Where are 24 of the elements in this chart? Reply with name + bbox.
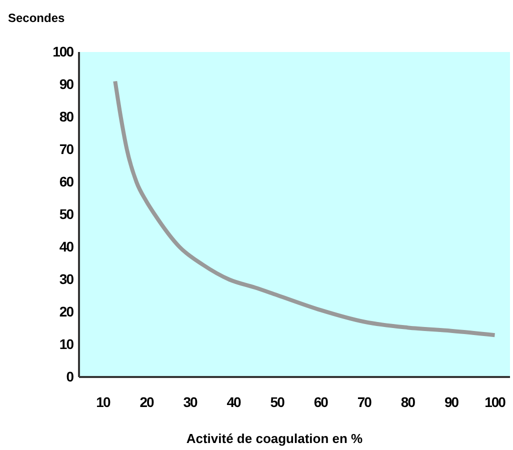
x-tick-label: 30 — [183, 394, 198, 410]
x-tick-label: 50 — [270, 394, 286, 410]
y-tick-label: 50 — [59, 206, 74, 222]
y-tick-label: 100 — [52, 43, 74, 60]
x-tick-label: 90 — [444, 394, 460, 410]
y-tick-label: 30 — [59, 270, 74, 287]
y-tick-label: 80 — [59, 108, 74, 124]
x-tick-label: 10 — [96, 394, 111, 410]
y-tick-label: 60 — [59, 173, 74, 190]
x-tick-label: 70 — [357, 394, 372, 410]
x-tick-label: 100 — [484, 394, 506, 410]
x-tick-label: 20 — [140, 394, 154, 410]
y-tick-label: 0 — [66, 368, 74, 384]
x-tick-label: 40 — [226, 394, 242, 410]
y-tick-label: 40 — [59, 238, 74, 254]
x-tick-label: 60 — [314, 394, 329, 410]
x-axis-title: Activité de coagulation en % — [186, 431, 364, 446]
y-tick-label: 70 — [59, 140, 74, 157]
y-tick-label: 90 — [59, 76, 74, 92]
y-tick-label: 20 — [59, 303, 74, 320]
line-series — [113, 79, 497, 338]
x-tick-label: 80 — [400, 394, 416, 410]
y-axis-title: Secondes — [8, 11, 66, 25]
y-tick-label: 10 — [59, 336, 74, 352]
